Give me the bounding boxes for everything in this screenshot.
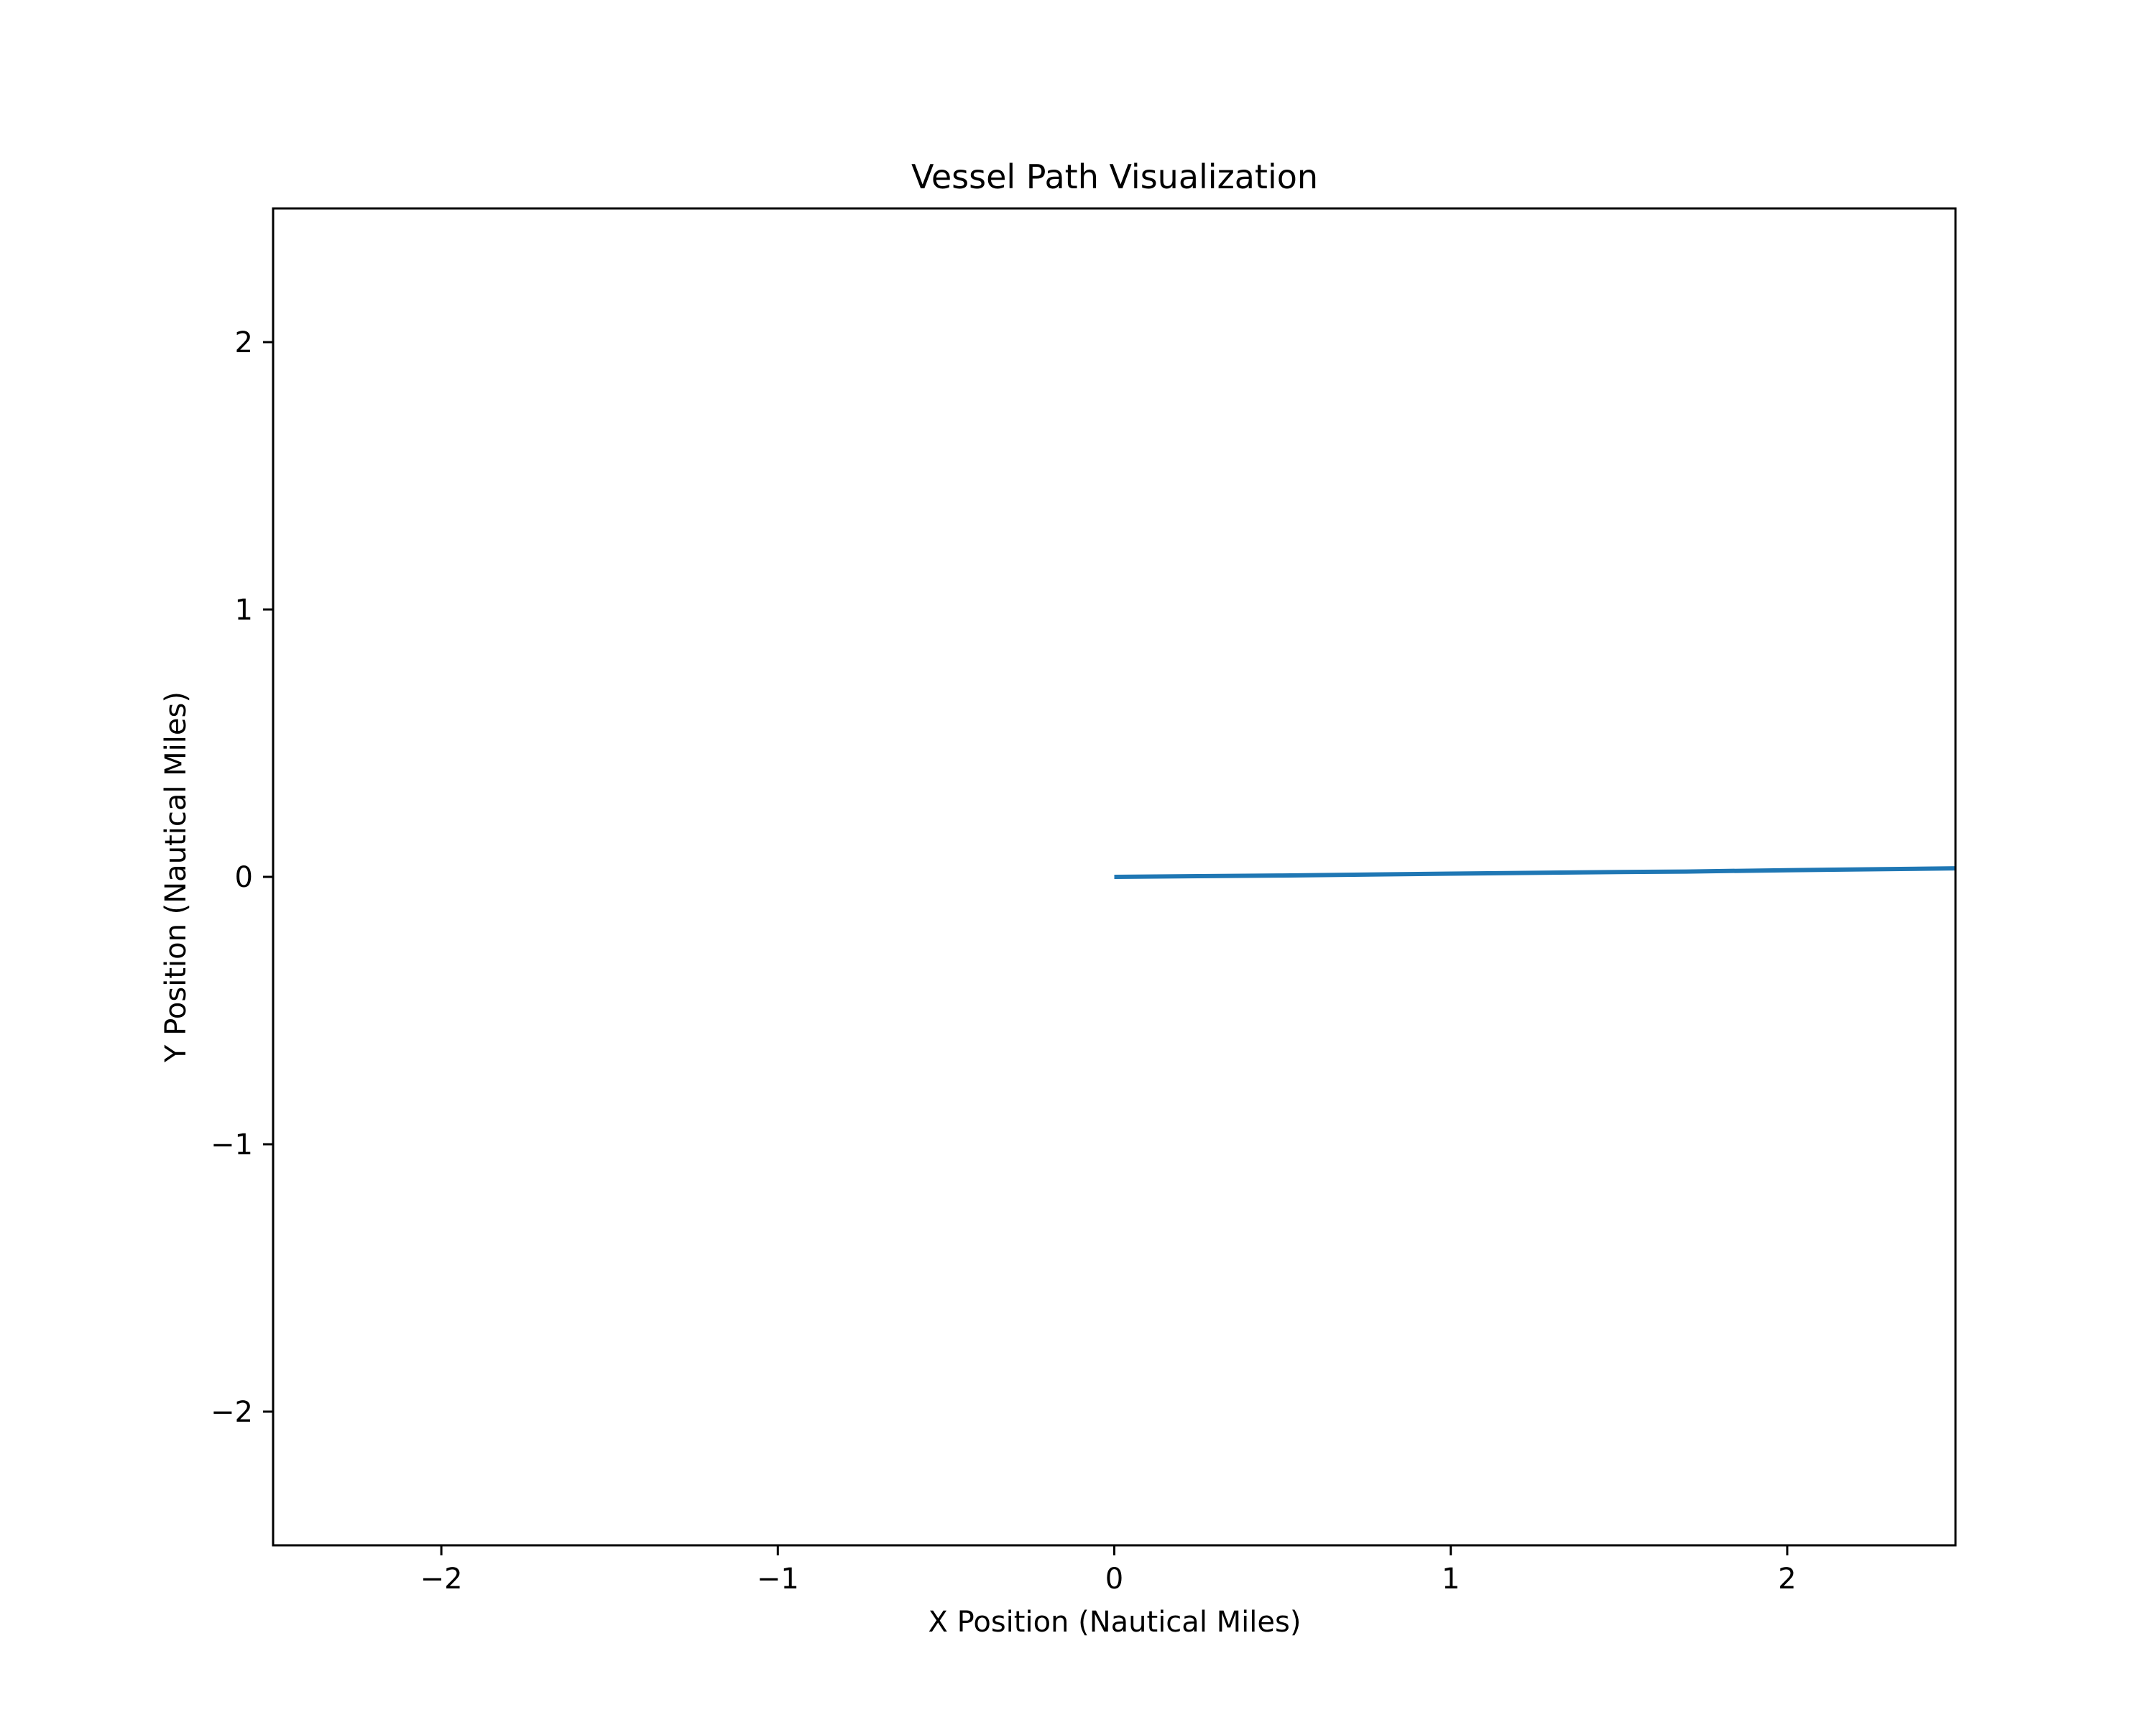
x-tick-label: 0	[1105, 1563, 1123, 1596]
x-axis-ticks: −2 −1 0 1 2	[420, 1545, 1797, 1596]
chart-title: Vessel Path Visualization	[911, 157, 1318, 196]
series-layer	[1114, 866, 1955, 879]
y-tick-label: −1	[211, 1128, 253, 1162]
x-axis-label: X Position (Nautical Miles)	[929, 1606, 1302, 1639]
x-tick-label: 2	[1778, 1563, 1796, 1596]
x-tick-label: 1	[1442, 1563, 1460, 1596]
y-tick-label: 0	[235, 861, 253, 894]
vessel-path-line	[1114, 866, 1955, 879]
y-axis-ticks: −2 −1 0 1 2	[211, 326, 273, 1429]
y-tick-label: 2	[235, 326, 253, 359]
y-axis-label: Y Position (Nautical Miles)	[160, 691, 193, 1063]
x-tick-label: −2	[420, 1563, 463, 1596]
x-tick-label: −1	[757, 1563, 799, 1596]
y-tick-label: 1	[235, 594, 253, 627]
y-tick-label: −2	[211, 1396, 253, 1429]
